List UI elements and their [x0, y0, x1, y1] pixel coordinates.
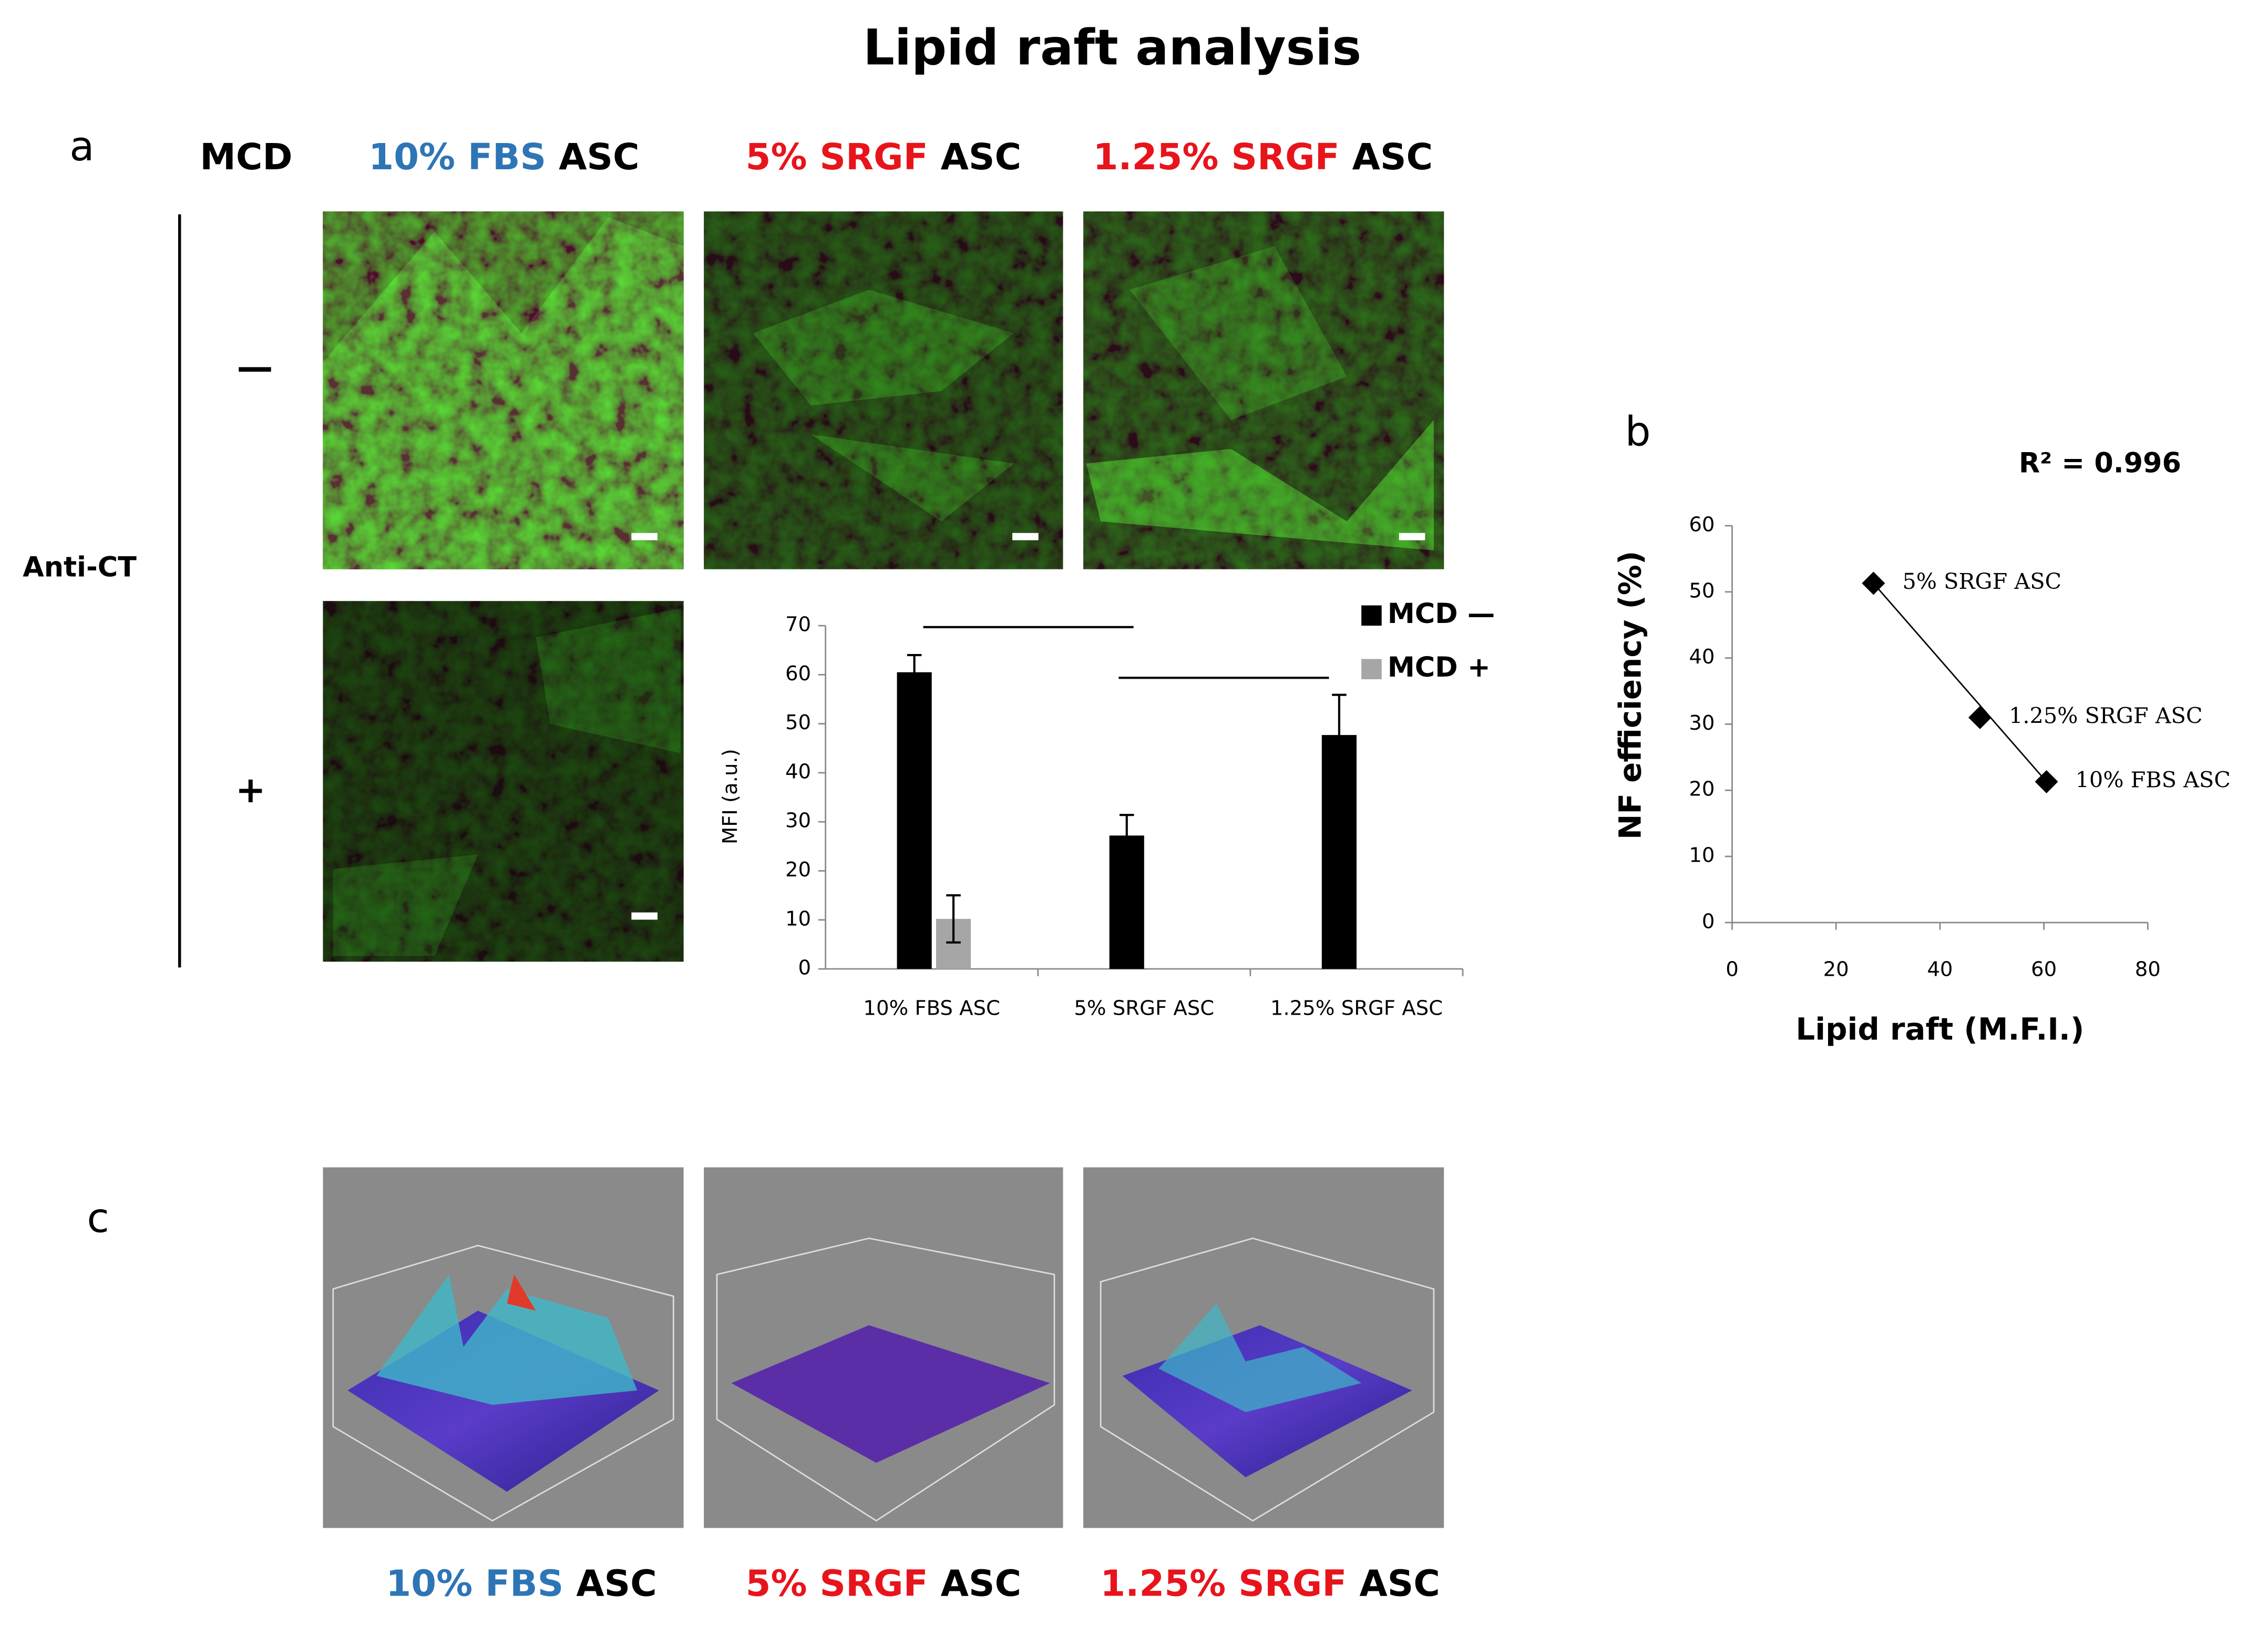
stain-label: Anti-CT: [23, 551, 137, 584]
mcd-header: MCD: [200, 136, 292, 178]
x-axis-label: Lipid raft (M.F.I.): [1795, 1011, 2084, 1047]
header-highlight: 5% SRGF: [746, 136, 928, 178]
x-tick-label: 0: [1726, 957, 1739, 981]
y-tick-label: 40: [785, 760, 811, 783]
error-bar: [907, 654, 922, 691]
point: [1862, 571, 1885, 595]
micrograph: [704, 211, 1063, 569]
annotation: R² = 0.996: [2019, 447, 2181, 479]
header: 10% FBS ASC: [386, 1563, 656, 1605]
row-label: —: [237, 346, 273, 389]
header: 5% SRGF ASC: [746, 136, 1022, 178]
trendline: [1873, 582, 2047, 782]
y-tick-label: 0: [1702, 909, 1715, 933]
point-label: 10% FBS ASC: [2076, 767, 2231, 792]
y-tick-label: 10: [785, 907, 811, 931]
header: 1.25% SRGF ASC: [1093, 136, 1433, 178]
y-tick-label: 50: [1689, 579, 1715, 602]
y-tick-label: 70: [785, 613, 811, 637]
header-highlight: 10% FBS: [368, 136, 546, 178]
error-bar: [946, 894, 961, 944]
header-highlight: 5% SRGF: [746, 1563, 928, 1605]
point-label: 5% SRGF ASC: [1902, 569, 2061, 594]
row-label: +: [235, 769, 266, 811]
header-rest: ASC: [941, 136, 1021, 178]
y-tick-label: 30: [1689, 711, 1715, 735]
y-tick-label: 60: [1689, 513, 1715, 537]
panel-label: a: [69, 123, 94, 170]
micrograph: [323, 211, 684, 569]
micrograph: [323, 601, 684, 962]
header-highlight: 1.25% SRGF: [1100, 1563, 1347, 1605]
x-tick-label: 40: [1927, 957, 1953, 981]
y-tick-label: 50: [785, 711, 811, 734]
panel-label: b: [1625, 408, 1651, 455]
header-rest: ASC: [559, 136, 639, 178]
legend-label: MCD —: [1388, 598, 1495, 630]
y-tick-label: 40: [1689, 645, 1715, 669]
error-bar: [1119, 814, 1134, 857]
panel-label: c: [87, 1194, 109, 1242]
header-rest: ASC: [1352, 136, 1433, 178]
legend-swatch: [1361, 659, 1382, 680]
x-tick-label: 20: [1823, 957, 1849, 981]
legend-swatch: [1361, 605, 1382, 626]
column-headers: 10% FBS ASC 5% SRGF ASC 1.25% SRGF ASC: [368, 136, 1433, 178]
header: 10% FBS ASC: [368, 136, 639, 178]
x-tick-label: 1.25% SRGF ASC: [1270, 997, 1443, 1020]
surface-plot: [1083, 1167, 1444, 1528]
y-tick-label: 20: [1689, 778, 1715, 801]
error-bar: [1332, 693, 1347, 776]
y-tick-label: 0: [798, 956, 811, 980]
surface-plot: [323, 1167, 684, 1528]
x-tick-label: 80: [2135, 957, 2161, 981]
bar: [1109, 835, 1144, 969]
micrograph: [1083, 211, 1444, 569]
header-rest: ASC: [576, 1563, 656, 1605]
y-axis-label: MFI (a.u.): [719, 749, 742, 844]
bar: [897, 672, 932, 969]
header: 5% SRGF ASC: [746, 1563, 1022, 1605]
x-tick-label: 10% FBS ASC: [863, 997, 1000, 1020]
y-tick-label: 10: [1689, 844, 1715, 867]
header-highlight: 1.25% SRGF: [1093, 136, 1339, 178]
header-rest: ASC: [941, 1563, 1021, 1605]
header-rest: ASC: [1359, 1563, 1440, 1605]
y-tick-label: 20: [785, 858, 811, 882]
header-highlight: 10% FBS: [386, 1563, 563, 1605]
surface-plot: [704, 1167, 1063, 1528]
figure-title: Lipid raft analysis: [863, 19, 1361, 76]
x-tick-label: 5% SRGF ASC: [1074, 997, 1214, 1020]
y-tick-label: 30: [785, 809, 811, 833]
header: 1.25% SRGF ASC: [1100, 1563, 1440, 1605]
point-label: 1.25% SRGF ASC: [2009, 703, 2202, 728]
captions: 10% FBS ASC 5% SRGF ASC 1.25% SRGF ASC: [386, 1563, 1440, 1605]
y-tick-label: 60: [785, 662, 811, 686]
point: [1968, 706, 1992, 729]
legend-label: MCD +: [1388, 651, 1491, 683]
y-axis-label: NF efficiency (%): [1612, 551, 1648, 840]
point: [2035, 770, 2058, 793]
x-tick-label: 60: [2031, 957, 2057, 981]
